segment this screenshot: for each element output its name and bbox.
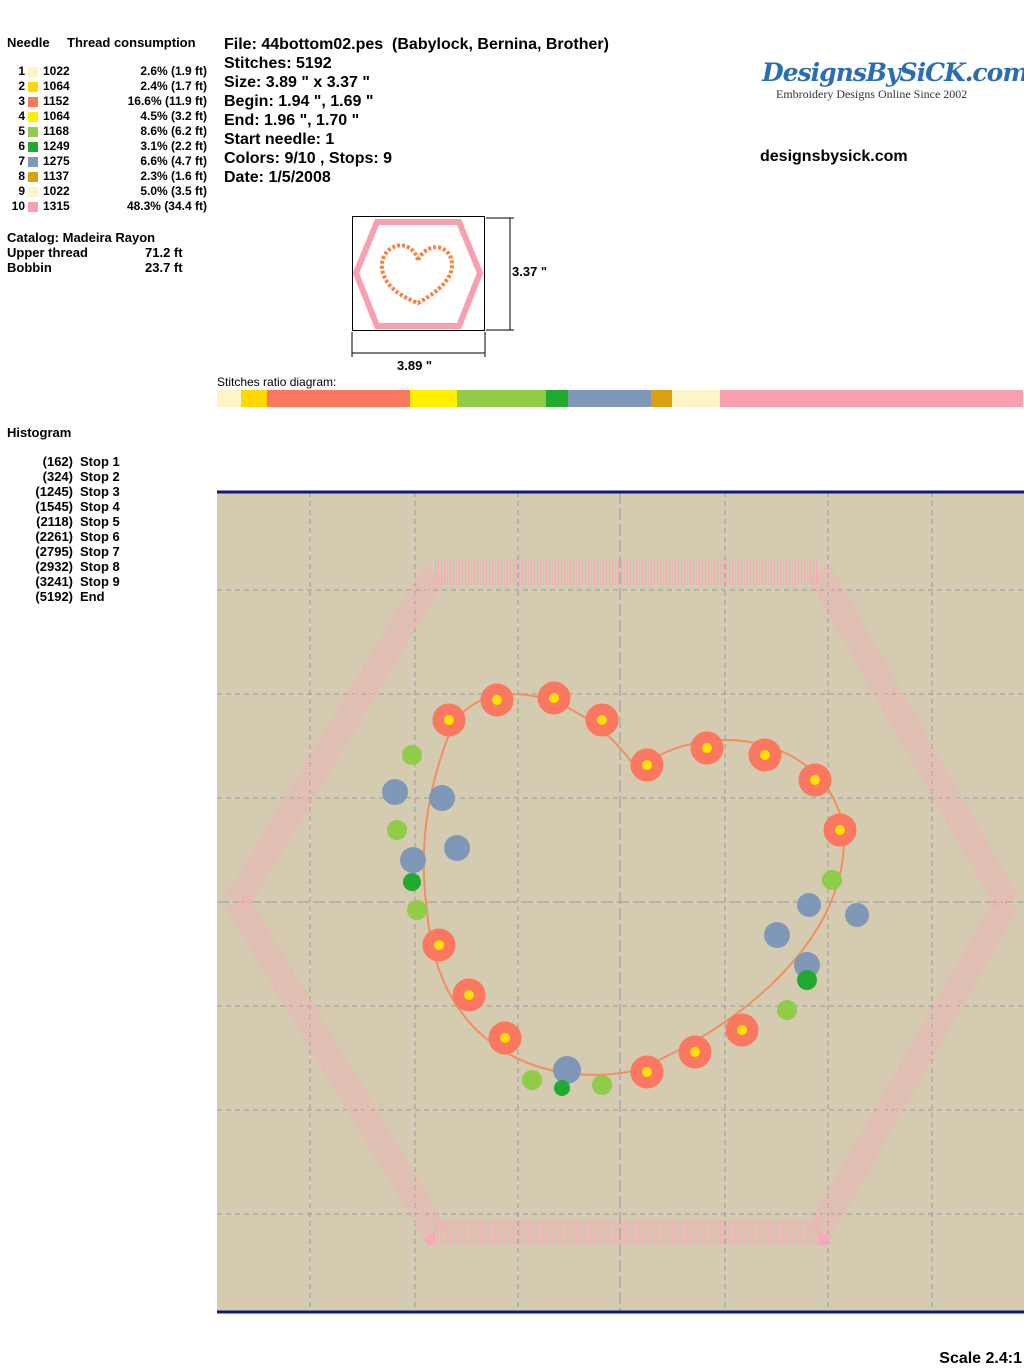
colors: Colors: 9/10 , Stops: 9 (224, 150, 393, 167)
date: Date: 1/5/2008 (224, 169, 331, 186)
needle-number: 9 (18, 184, 25, 198)
ratio-label: Stitches ratio diagram: (217, 375, 337, 389)
width-label: 3.89 " (397, 358, 433, 373)
needle-number: 8 (18, 169, 25, 183)
stop-count: (324) (42, 469, 73, 484)
stop-count: (1545) (35, 499, 73, 514)
swatch (28, 112, 38, 122)
stop-label: Stop 5 (80, 514, 120, 529)
stop-label: Stop 3 (80, 484, 120, 499)
swatch (28, 172, 38, 182)
stop-label: Stop 4 (80, 499, 120, 514)
consumption: 2.4% (1.7 ft) (140, 79, 207, 93)
thread-code: 1064 (43, 79, 70, 93)
stop-count: (162) (42, 454, 73, 469)
preview (351, 216, 514, 357)
ratio-segment (410, 390, 457, 407)
consumption: 5.0% (3.5 ft) (140, 184, 207, 198)
stop-label: Stop 1 (80, 454, 120, 469)
histogram-title: Histogram (7, 425, 72, 440)
stop-count: (2795) (35, 544, 73, 559)
needle-number: 6 (18, 139, 25, 153)
needle-number: 4 (18, 109, 25, 123)
thread-code: 1275 (43, 154, 70, 168)
swatch (28, 142, 38, 152)
stop-label: Stop 2 (80, 469, 120, 484)
stop-count: (2932) (35, 559, 73, 574)
height-label: 3.37 " (512, 264, 548, 279)
logo-tagline: Embroidery Designs Online Since 2002 (776, 87, 968, 101)
stop-label: Stop 9 (80, 574, 120, 589)
needle-number: 1 (18, 64, 25, 78)
size: Size: 3.89 " x 3.37 " (224, 74, 370, 91)
ratio-segment (217, 390, 241, 407)
swatch (28, 82, 38, 92)
swatch (28, 97, 38, 107)
thread-code: 1152 (43, 94, 70, 108)
stop-label: Stop 6 (80, 529, 120, 544)
consumption: 4.5% (3.2 ft) (140, 109, 207, 123)
consumption: 6.6% (4.7 ft) (140, 154, 207, 168)
thread-code: 1022 (43, 64, 70, 78)
needle-number: 3 (18, 94, 25, 108)
ratio-segment (672, 390, 720, 407)
thread-code: 1315 (43, 199, 70, 213)
consumption: 8.6% (6.2 ft) (140, 124, 207, 138)
stop-count: (5192) (35, 589, 73, 604)
catalog-value: 23.7 ft (145, 260, 183, 275)
stop-count: (1245) (35, 484, 73, 499)
ratio-segment (720, 390, 1023, 407)
needle-header: Needle (7, 35, 50, 50)
ratio-bar (217, 390, 1023, 407)
stop-label: Stop 7 (80, 544, 120, 559)
swatch (28, 187, 38, 197)
swatch (28, 157, 38, 167)
ratio-segment (267, 390, 410, 407)
swatch (28, 202, 38, 212)
catalog-label: Upper thread (7, 245, 88, 260)
file: File: 44bottom02.pes (Babylock, Bernina,… (224, 36, 609, 53)
consumption: 2.6% (1.9 ft) (140, 64, 207, 78)
needle-number: 5 (18, 124, 25, 138)
stop-label: End (80, 589, 105, 604)
consumption: 2.3% (1.6 ft) (140, 169, 207, 183)
stop-count: (2118) (36, 514, 73, 529)
thread-code: 1168 (43, 124, 70, 138)
catalog-value: 71.2 ft (145, 245, 183, 260)
stop-count: (3241) (35, 574, 73, 589)
start-needle: Start needle: 1 (224, 131, 335, 148)
stitches: Stitches: 5192 (224, 55, 332, 72)
consumption: 16.6% (11.9 ft) (127, 94, 207, 108)
catalog-label: Bobbin (7, 260, 52, 275)
ratio-segment (651, 390, 672, 407)
thread-code: 1064 (43, 109, 70, 123)
thread-code: 1022 (43, 184, 70, 198)
catalog: Catalog: Madeira Rayon (7, 230, 156, 245)
ratio-segment (457, 390, 546, 407)
ratio-segment (546, 390, 568, 407)
stop-count: (2261) (35, 529, 73, 544)
logo-url: designsbysick.com (760, 148, 908, 165)
scale: Scale 2.4:1 (939, 1350, 1022, 1367)
consumption: 48.3% (34.4 ft) (126, 199, 207, 213)
end: End: 1.96 ", 1.70 " (224, 112, 360, 129)
ratio-segment (241, 390, 267, 407)
ratio-segment (568, 390, 651, 407)
thread-code: 1137 (43, 169, 70, 183)
thread-code: 1249 (43, 139, 70, 153)
consumption: 3.1% (2.2 ft) (140, 139, 207, 153)
logo: DesignsBySiCK.com (762, 58, 1024, 87)
stop-label: Stop 8 (80, 559, 120, 574)
begin: Begin: 1.94 ", 1.69 " (224, 93, 374, 110)
consumption-header: Thread consumption (67, 35, 196, 50)
swatch (28, 67, 38, 77)
swatch (28, 127, 38, 137)
needle-number: 7 (18, 154, 25, 168)
needle-number: 2 (18, 79, 25, 93)
design-canvas (217, 490, 1024, 1314)
needle-number: 10 (11, 199, 25, 213)
